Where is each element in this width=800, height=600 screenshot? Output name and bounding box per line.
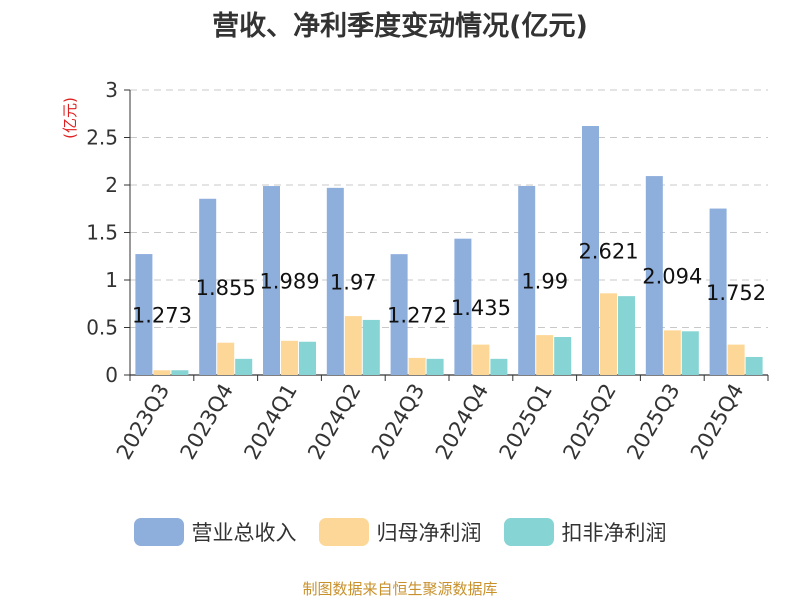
y-tick-label: 1.5	[86, 221, 118, 245]
bar-3-2025Q4	[745, 356, 763, 375]
legend: 营业总收入 归母净利润 扣非净利润	[0, 517, 800, 547]
y-axis-label: (亿元)	[61, 97, 79, 139]
legend-label: 营业总收入	[191, 521, 297, 545]
data-label: 1.97	[330, 270, 377, 294]
y-tick-label: 3	[105, 78, 118, 102]
legend-item[interactable]: 营业总收入	[133, 517, 297, 547]
bar-1-2025Q2	[582, 126, 599, 375]
legend-item[interactable]: 扣非净利润	[503, 517, 667, 547]
chart-title: 营收、净利季度变动情况(亿元)	[212, 11, 588, 42]
bar-1-2025Q3	[645, 176, 663, 375]
bar-1-2024Q4	[454, 238, 472, 375]
bar-1-2025Q4	[709, 208, 727, 375]
bar-3-2024Q2	[362, 319, 380, 375]
bar-2-2023Q3	[153, 370, 171, 375]
bar-3-2023Q4	[235, 358, 253, 375]
x-tick-label: 2025Q4	[686, 380, 748, 464]
x-tick-label: 2025Q3	[622, 380, 684, 464]
x-tick-label: 2024Q3	[367, 380, 429, 464]
legend-swatch	[133, 518, 184, 546]
bar-2-2025Q1	[536, 335, 554, 375]
bar-3-2024Q1	[299, 341, 316, 375]
bar-1-2024Q1	[263, 186, 280, 375]
bar-2-2024Q2	[344, 316, 362, 375]
x-tick-label: 2025Q2	[558, 380, 620, 464]
y-tick-label: 0.5	[86, 316, 118, 340]
legend-item[interactable]: 归母净利润	[318, 517, 482, 547]
bar-3-2025Q2	[618, 296, 635, 375]
data-label: 1.435	[451, 296, 511, 320]
legend-label: 扣非净利润	[561, 521, 667, 545]
bar-2-2024Q3	[408, 357, 426, 375]
bar-1-2023Q4	[199, 198, 217, 375]
bar-3-2024Q3	[426, 358, 444, 375]
bar-2-2025Q2	[600, 293, 617, 375]
bar-3-2025Q1	[554, 337, 572, 375]
bar-1-2024Q3	[390, 254, 408, 375]
data-label: 1.989	[259, 270, 319, 294]
bar-1-2024Q2	[326, 187, 344, 375]
bar-3-2025Q3	[681, 331, 699, 375]
bar-2-2025Q3	[663, 330, 681, 375]
data-label: 1.752	[706, 281, 766, 305]
x-tick-label: 2025Q1	[495, 380, 557, 464]
bar-2-2025Q4	[727, 344, 745, 375]
data-label: 1.272	[387, 304, 447, 328]
legend-swatch	[318, 518, 369, 546]
x-tick-label: 2024Q2	[303, 380, 365, 464]
bar-3-2024Q4	[490, 358, 508, 375]
bar-1-2023Q3	[135, 254, 153, 375]
data-label: 1.273	[132, 304, 192, 328]
bar-2-2023Q4	[217, 342, 235, 375]
data-label: 2.621	[578, 240, 638, 264]
legend-label: 归母净利润	[376, 521, 482, 545]
source-note: 制图数据来自恒生聚源数据库	[302, 580, 498, 598]
y-tick-label: 0	[105, 363, 118, 387]
x-tick-label: 2024Q4	[431, 380, 493, 464]
data-label: 2.094	[642, 265, 702, 289]
bar-3-2023Q3	[171, 370, 189, 375]
y-tick-label: 2	[105, 173, 118, 197]
y-tick-label: 2.5	[86, 126, 118, 150]
x-tick-label: 2023Q4	[176, 380, 238, 464]
x-tick-label: 2023Q3	[112, 380, 174, 464]
bar-2-2024Q4	[472, 344, 490, 375]
data-label: 1.855	[196, 276, 256, 300]
bar-2-2024Q1	[281, 340, 298, 375]
data-label: 1.99	[521, 269, 568, 293]
x-tick-label: 2024Q1	[239, 380, 301, 464]
y-tick-label: 1	[105, 268, 118, 292]
bar-1-2025Q1	[518, 185, 536, 375]
legend-swatch	[503, 518, 554, 546]
